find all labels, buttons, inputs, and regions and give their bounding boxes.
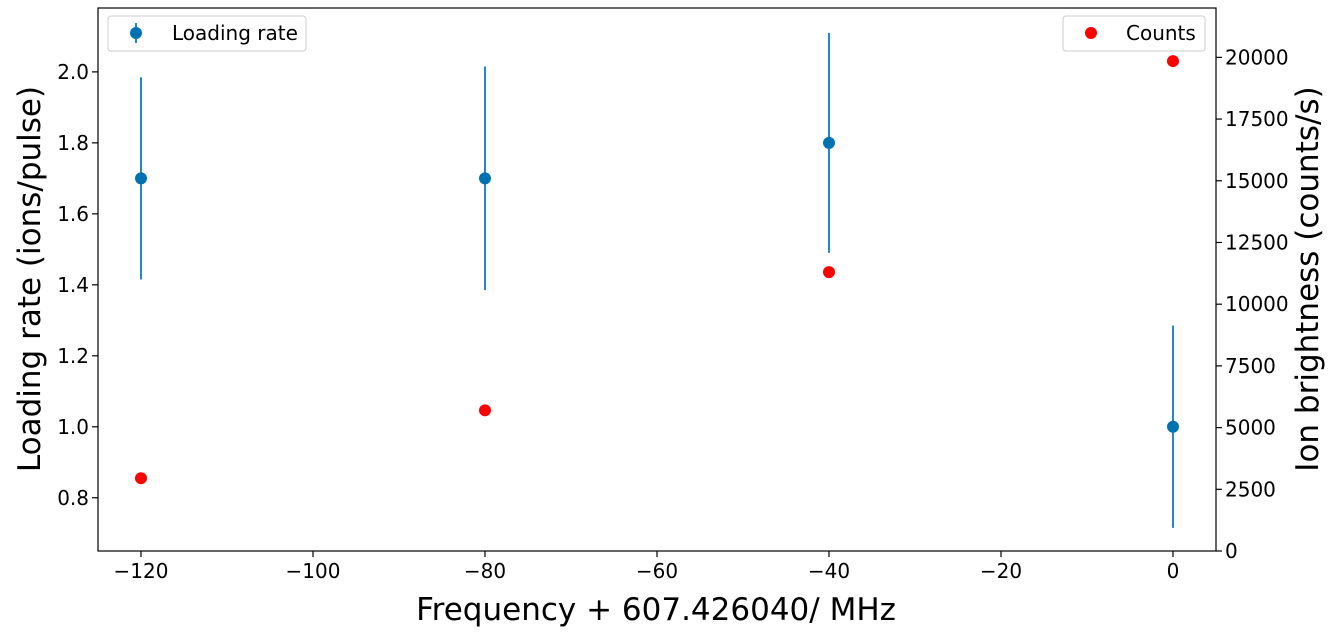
- legend-box: [1062, 15, 1206, 52]
- y-tick-label: 1.4: [57, 273, 89, 297]
- legend-box: [107, 15, 307, 52]
- y-tick-label: 0.8: [57, 486, 89, 510]
- y-right-axis-ticks: 0 2500 5000 7500 10000 12500 15000 17500 20000: [1216, 45, 1289, 563]
- y-tick-label: 2.0: [57, 60, 89, 84]
- x-axis-label: Frequency + 607.426040/ MHz: [416, 592, 896, 628]
- y2-tick-label: 5000: [1225, 416, 1276, 440]
- y2-tick-label: 15000: [1225, 169, 1289, 193]
- loading-rate-point: [479, 172, 491, 185]
- legend-loading-rate: Loading rate: [107, 15, 307, 52]
- y2-tick-label: 17500: [1225, 107, 1289, 131]
- counts-point: [1167, 55, 1179, 68]
- y-right-axis-label: Ion brightness (counts/s): [1290, 86, 1326, 471]
- counts-point: [135, 472, 147, 485]
- y2-tick-label: 2500: [1225, 477, 1276, 501]
- y2-tick-label: 0: [1225, 539, 1238, 563]
- loading-rate-point: [135, 172, 147, 185]
- legend-counts: Counts: [1062, 15, 1206, 52]
- legend-label: Loading rate: [172, 21, 298, 45]
- data-marks: [135, 32, 1179, 528]
- legend-marker: [130, 27, 142, 39]
- counts-point: [823, 266, 835, 279]
- y2-tick-label: 10000: [1225, 292, 1289, 316]
- y-left-axis-ticks: 0.8 1.0 1.2 1.4 1.6 1.8 2.0: [57, 60, 98, 510]
- x-axis-ticks: −120 −100 −80 −60 −40 −20 0: [114, 551, 1180, 583]
- x-tick-label: −60: [636, 559, 678, 583]
- loading-rate-point: [1167, 420, 1179, 433]
- y2-tick-label: 7500: [1225, 354, 1276, 378]
- y-left-axis-label: Loading rate (ions/pulse): [12, 86, 48, 472]
- loading-rate-point: [823, 136, 835, 149]
- legend-marker: [1085, 27, 1097, 39]
- legend-label: Counts: [1126, 21, 1196, 45]
- y-tick-label: 1.2: [57, 344, 89, 368]
- x-tick-label: −120: [114, 559, 169, 583]
- y-tick-label: 1.6: [57, 202, 89, 226]
- y2-tick-label: 20000: [1225, 45, 1289, 69]
- plot-area: [97, 7, 1217, 552]
- y-tick-label: 1.0: [57, 415, 89, 439]
- counts-point: [479, 404, 491, 417]
- x-tick-label: −80: [464, 559, 506, 583]
- x-tick-label: −100: [286, 559, 341, 583]
- x-tick-label: 0: [1167, 559, 1180, 583]
- x-tick-label: −40: [808, 559, 850, 583]
- x-tick-label: −20: [980, 559, 1022, 583]
- y2-tick-label: 12500: [1225, 230, 1289, 254]
- y-tick-label: 1.8: [57, 131, 89, 155]
